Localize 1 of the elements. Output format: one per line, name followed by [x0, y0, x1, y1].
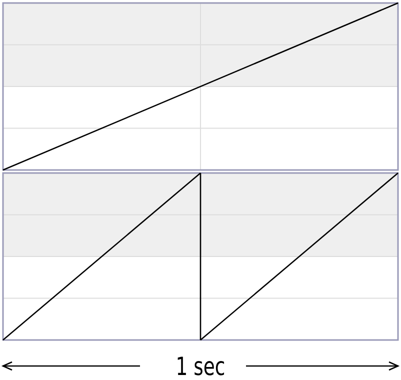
text: 1 sec	[176, 352, 226, 380]
